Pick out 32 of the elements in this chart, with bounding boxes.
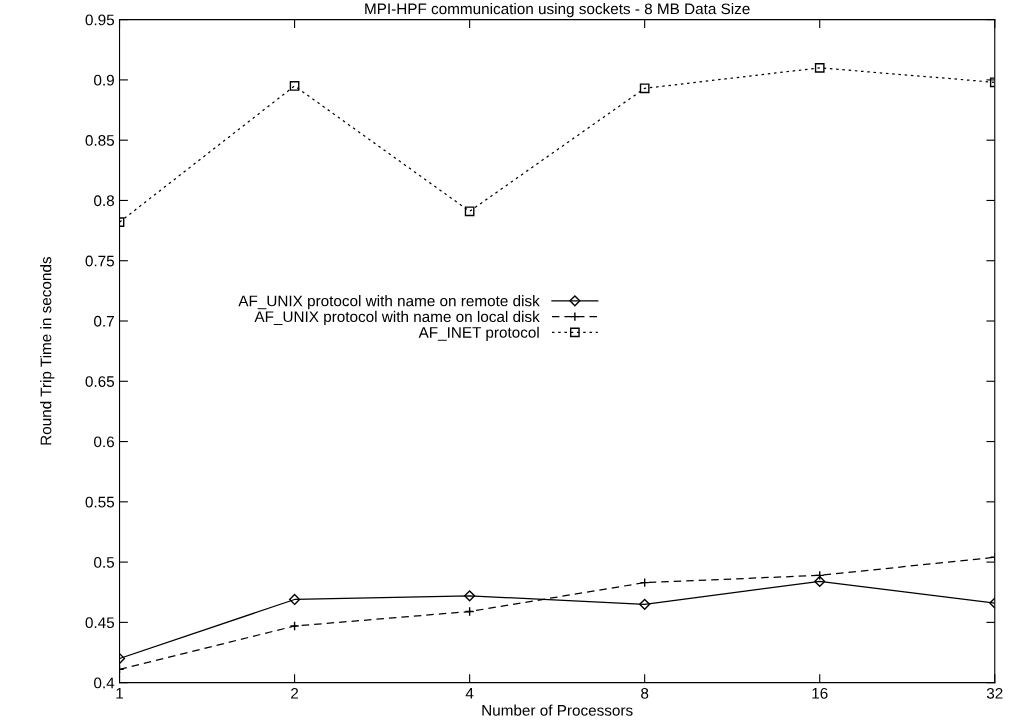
y-tick-label: 0.45 [85, 617, 115, 629]
x-tick-label: 16 [812, 687, 828, 699]
point [464, 590, 476, 602]
y-tick-label: 0.95 [85, 14, 115, 26]
point [814, 575, 826, 587]
y-axis-title: Round Trip Time in seconds [40, 257, 55, 445]
y-tick-label: 0.5 [94, 556, 115, 568]
point [814, 62, 825, 73]
point [639, 598, 651, 610]
x-tick-label: 4 [465, 688, 474, 699]
y-tick-label: 0.85 [85, 135, 115, 146]
point [464, 206, 475, 217]
chart-title: MPI-HPF communication using sockets - 8 MB Data Size [365, 3, 750, 18]
y-tick-label: 0.65 [85, 376, 115, 387]
y-tick-label: 0.7 [94, 315, 114, 327]
legend-label: AF_UNIX protocol with name on local disk [254, 310, 540, 326]
legend-label: AF_UNIX protocol with name on remote disk [238, 295, 540, 310]
point [289, 81, 300, 91]
x-tick-label: 8 [641, 687, 649, 699]
x-tick-label: 2 [291, 687, 299, 699]
y-tick-label: 0.75 [85, 255, 115, 267]
x-tick-label: 1 [116, 688, 124, 699]
x-tick-label: 32 [986, 687, 1003, 699]
point [288, 593, 301, 606]
y-tick-label: 0.6 [94, 436, 114, 448]
y-tick-label: 0.55 [85, 496, 115, 508]
y-tick-label: 0.4 [94, 677, 115, 689]
point [639, 83, 650, 94]
x-axis-title: Number of Processors [482, 704, 633, 716]
y-tick-label: 0.9 [94, 74, 114, 86]
legend-label: AF_INET protocol [418, 326, 539, 341]
y-tick-label: 0.8 [94, 195, 115, 207]
